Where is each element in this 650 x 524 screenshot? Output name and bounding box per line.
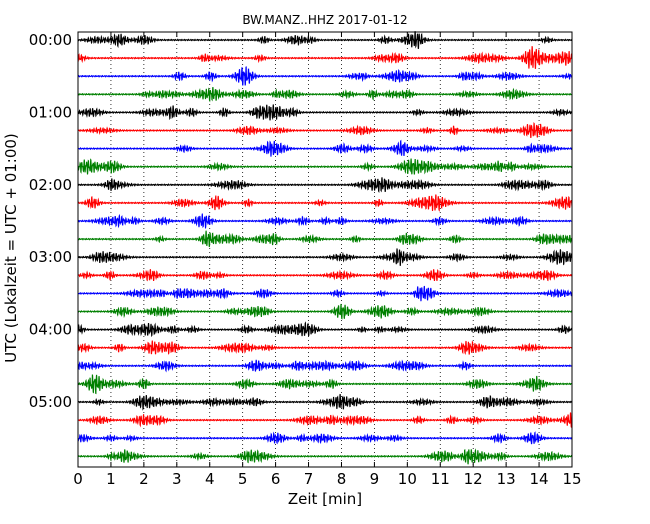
trace-line	[77, 431, 573, 445]
x-tick-label: 8	[337, 470, 347, 488]
trace-line	[77, 213, 573, 230]
x-tick-label: 7	[304, 470, 314, 488]
trace-line	[77, 66, 573, 86]
chart-title: BW.MANZ..HHZ 2017-01-12	[242, 13, 407, 27]
x-axis-ticks: 0 1 2 3 4 5 6 7 8 9 10 11 12 13 14 15	[73, 32, 582, 488]
trace-line	[77, 31, 573, 50]
trace-line	[77, 374, 573, 395]
y-tick-label: 01:00	[29, 103, 72, 121]
trace-line	[78, 248, 573, 266]
x-tick-label: 6	[271, 470, 281, 488]
trace-line	[77, 86, 573, 103]
x-tick-label: 15	[562, 470, 581, 488]
x-tick-label: 3	[172, 470, 182, 488]
trace-line	[77, 158, 573, 175]
x-tick-label: 10	[398, 470, 417, 488]
x-tick-label: 5	[238, 470, 248, 488]
vertical-grid	[110, 32, 540, 467]
x-tick-label: 4	[205, 470, 215, 488]
y-tick-label: 00:00	[29, 31, 72, 49]
y-axis-ticks: 00:00 01:00 02:00 03:00 04:00 05:00	[29, 31, 572, 411]
trace-line	[77, 104, 573, 121]
trace-line	[77, 230, 573, 248]
y-axis-label: UTC (Lokalzeit = UTC + 01:00)	[2, 133, 20, 363]
seismic-traces	[77, 31, 573, 465]
trace-line	[77, 46, 573, 69]
x-tick-label: 13	[497, 470, 516, 488]
y-tick-label: 02:00	[29, 176, 72, 194]
x-tick-label: 11	[431, 470, 450, 488]
trace-line	[77, 121, 573, 138]
trace-line	[77, 303, 573, 320]
trace-line	[77, 321, 573, 338]
x-tick-label: 9	[370, 470, 380, 488]
x-tick-label: 0	[73, 470, 83, 488]
trace-line	[77, 412, 573, 429]
trace-line	[77, 448, 573, 465]
trace-line	[77, 269, 573, 282]
trace-line	[77, 285, 573, 302]
x-tick-label: 12	[464, 470, 483, 488]
trace-line	[77, 194, 573, 212]
trace-line	[77, 139, 573, 157]
x-tick-label: 1	[106, 470, 116, 488]
trace-line	[77, 177, 573, 193]
plot-frame	[77, 31, 573, 468]
x-axis-label: Zeit [min]	[288, 490, 362, 508]
y-tick-label: 03:00	[29, 248, 72, 266]
trace-line	[77, 340, 573, 355]
y-tick-label: 05:00	[29, 393, 72, 411]
trace-line	[77, 393, 573, 411]
trace-line	[77, 359, 573, 373]
x-tick-label: 2	[139, 470, 149, 488]
y-tick-label: 04:00	[29, 321, 72, 339]
x-tick-label: 14	[530, 470, 549, 488]
